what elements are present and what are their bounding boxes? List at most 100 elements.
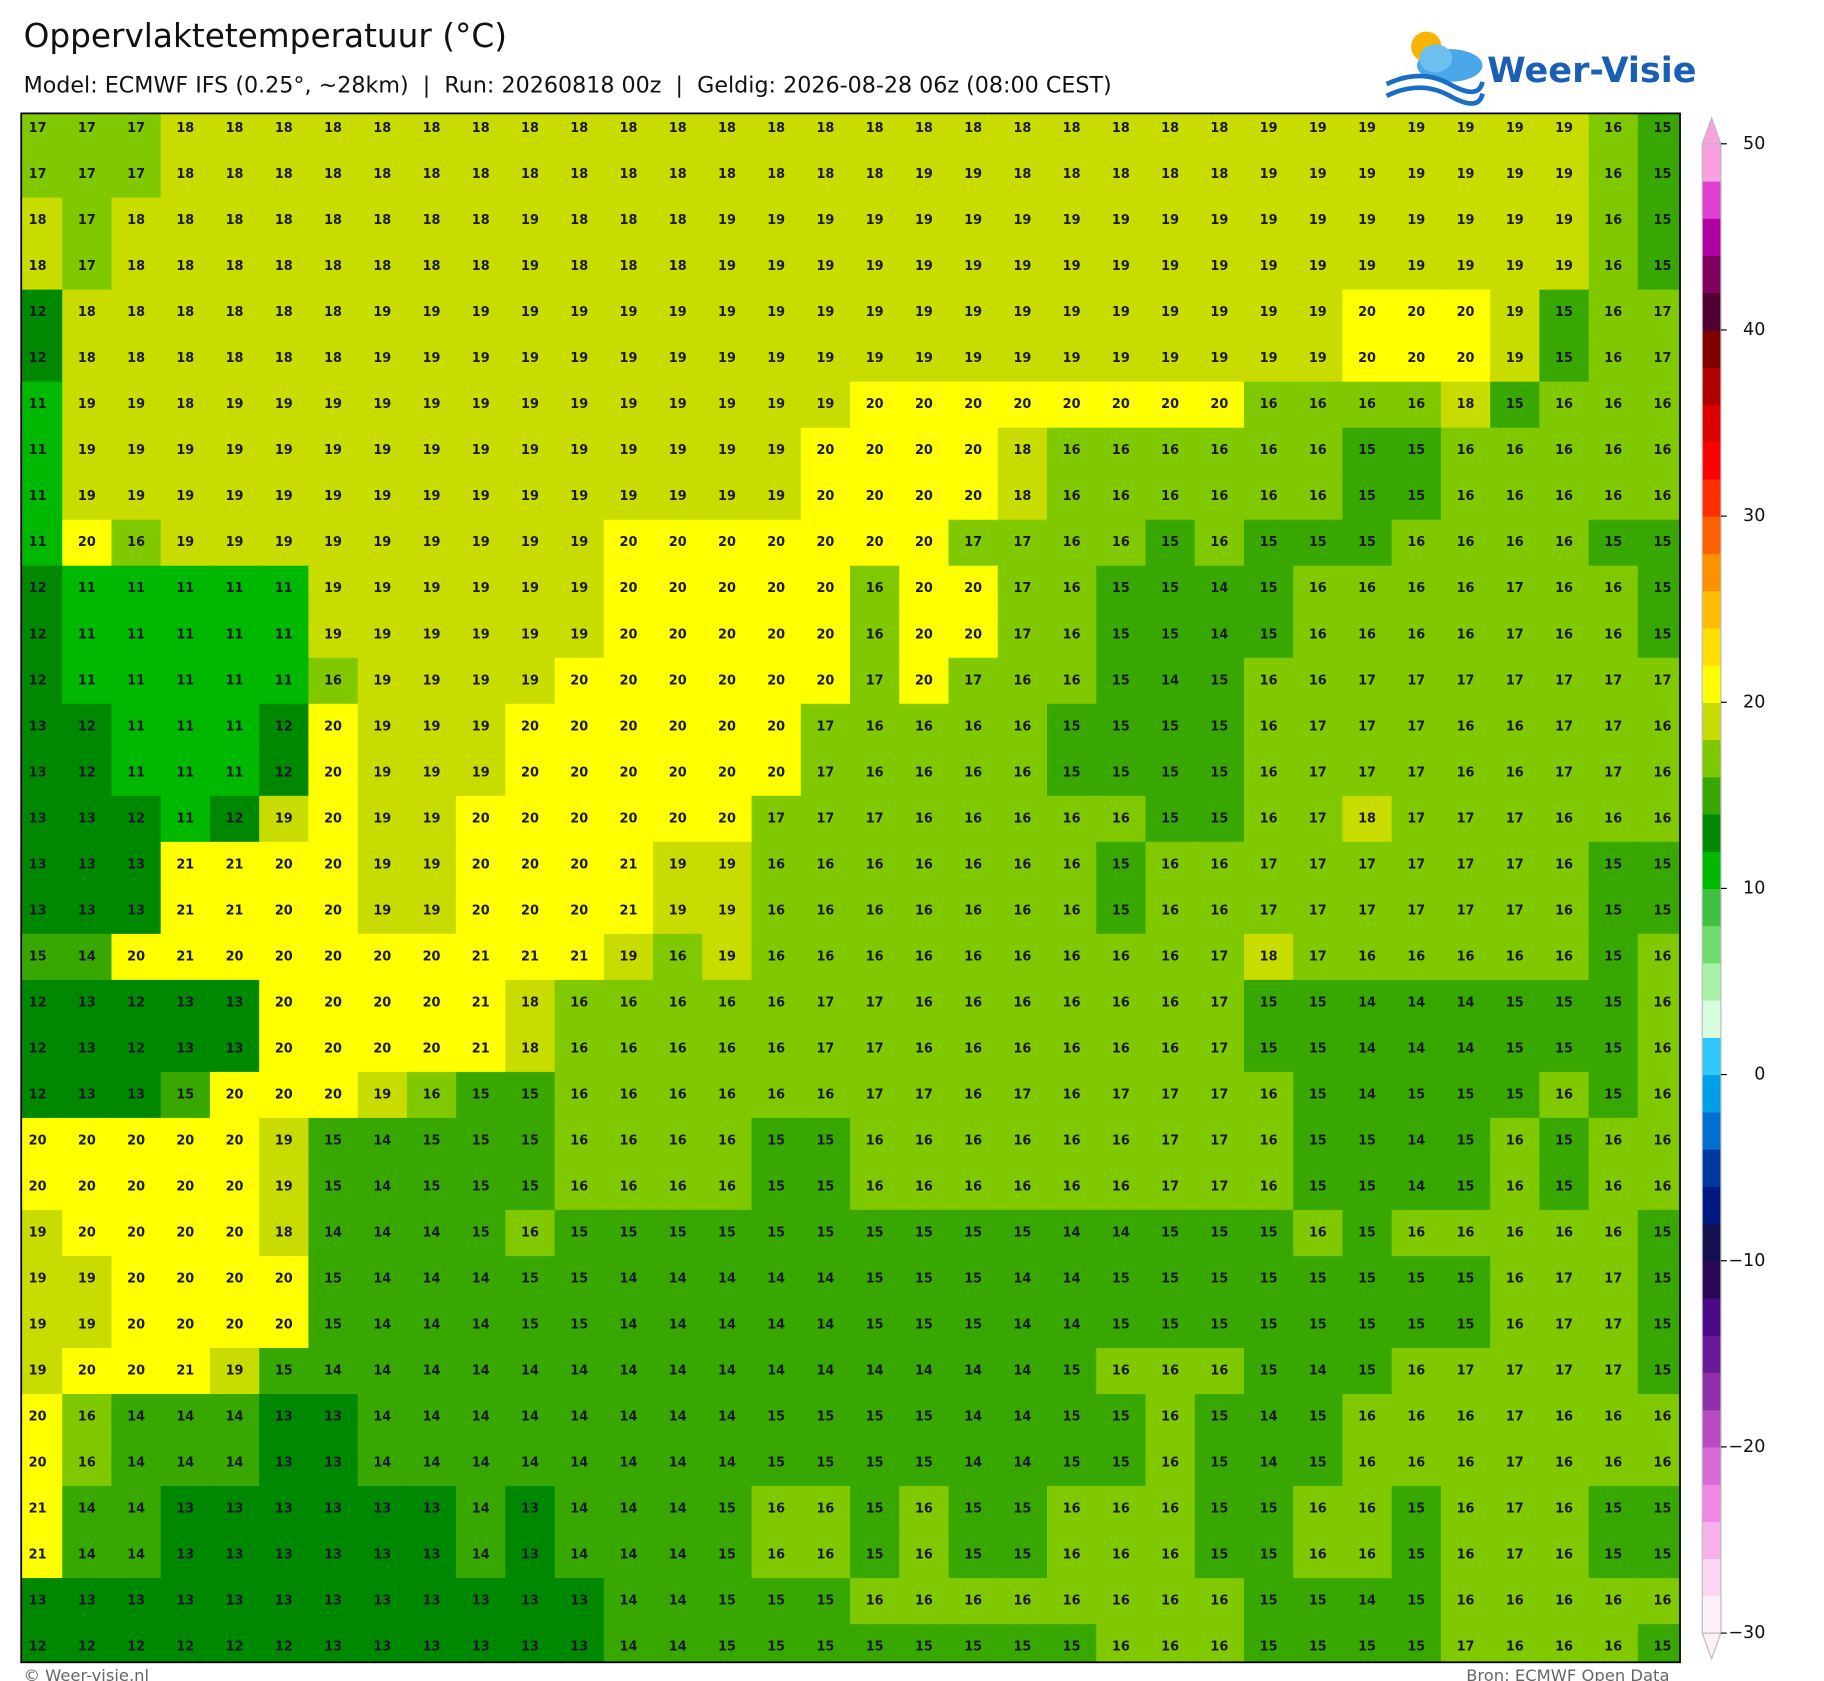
temperature-cell xyxy=(111,611,162,659)
temperature-label: 18 xyxy=(1063,167,1081,182)
temperature-label: 14 xyxy=(816,1271,834,1286)
temperature-label: 16 xyxy=(1358,627,1376,642)
temperature-label: 15 xyxy=(964,1502,982,1517)
temperature-label: 18 xyxy=(1013,167,1031,182)
temperature-label: 13 xyxy=(127,1087,145,1102)
temperature-label: 14 xyxy=(78,1548,96,1563)
temperature-label: 16 xyxy=(816,857,834,872)
temperature-label: 13 xyxy=(373,1640,391,1655)
temperature-cell xyxy=(751,1209,802,1257)
temperature-cell xyxy=(899,1532,950,1579)
temperature-cell xyxy=(603,427,654,475)
temperature-label: 15 xyxy=(1457,1133,1475,1148)
temperature-label: 18 xyxy=(816,167,834,182)
temperature-label: 16 xyxy=(1013,995,1031,1010)
temperature-label: 15 xyxy=(866,1548,884,1563)
temperature-cell xyxy=(209,427,260,475)
temperature-label: 16 xyxy=(1555,397,1573,412)
temperature-label: 15 xyxy=(1112,903,1130,918)
temperature-label: 15 xyxy=(1112,1410,1130,1425)
temperature-label: 14 xyxy=(620,1456,638,1471)
temperature-cell xyxy=(406,1071,457,1119)
temperature-label: 18 xyxy=(570,259,588,274)
temperature-cell xyxy=(1490,1071,1541,1119)
colorbar-tick-label: 50 xyxy=(1743,134,1765,154)
temperature-label: 16 xyxy=(1309,627,1327,642)
temperature-label: 12 xyxy=(275,765,293,780)
temperature-cell xyxy=(603,887,654,935)
temperature-cell xyxy=(1440,381,1491,429)
temperature-cell xyxy=(1490,1025,1541,1073)
temperature-cell xyxy=(702,1347,753,1395)
temperature-cell xyxy=(1588,197,1639,245)
temperature-label: 15 xyxy=(1161,719,1179,734)
temperature-cell xyxy=(800,979,851,1027)
temperature-label: 16 xyxy=(1457,719,1475,734)
temperature-label: 16 xyxy=(1506,443,1524,458)
temperature-cell xyxy=(1096,565,1147,613)
temperature-cell xyxy=(505,703,556,751)
temperature-cell xyxy=(702,151,753,199)
temperature-cell xyxy=(160,151,211,199)
temperature-cell xyxy=(1096,795,1147,843)
temperature-label: 15 xyxy=(1112,857,1130,872)
temperature-label: 19 xyxy=(1309,121,1327,136)
temperature-cell xyxy=(1490,243,1541,291)
temperature-cell xyxy=(1539,197,1590,245)
temperature-label: 15 xyxy=(275,1364,293,1379)
temperature-label: 17 xyxy=(1654,351,1672,366)
temperature-cell xyxy=(209,703,260,751)
temperature-cell xyxy=(1637,113,1681,153)
temperature-label: 17 xyxy=(127,121,145,136)
temperature-cell xyxy=(1145,1532,1196,1579)
temperature-cell xyxy=(62,1440,113,1487)
temperature-label: 20 xyxy=(718,765,736,780)
subtitle: Model: ECMWF IFS (0.25°, ~28km) | Run: 2… xyxy=(24,72,1112,98)
temperature-cell xyxy=(62,113,113,153)
temperature-label: 19 xyxy=(1112,351,1130,366)
temperature-label: 19 xyxy=(373,857,391,872)
temperature-label: 15 xyxy=(1407,443,1425,458)
temperature-cell xyxy=(1490,1486,1541,1533)
temperature-cell xyxy=(357,795,408,843)
temperature-cell xyxy=(751,151,802,199)
temperature-label: 12 xyxy=(127,1041,145,1056)
temperature-label: 16 xyxy=(1457,489,1475,504)
temperature-cell xyxy=(1047,335,1097,383)
temperature-cell xyxy=(1342,749,1393,797)
temperature-cell xyxy=(1047,565,1097,613)
temperature-label: 15 xyxy=(1210,1225,1228,1240)
temperature-label: 17 xyxy=(816,1041,834,1056)
temperature-cell xyxy=(357,611,408,659)
temperature-label: 11 xyxy=(275,581,293,596)
temperature-label: 19 xyxy=(29,1271,47,1286)
temperature-cell xyxy=(948,1532,999,1579)
temperature-cell xyxy=(702,1255,753,1303)
temperature-cell xyxy=(1490,113,1541,153)
temperature-cell xyxy=(1145,1117,1196,1165)
temperature-label: 19 xyxy=(964,259,982,274)
temperature-cell xyxy=(603,151,654,199)
temperature-cell xyxy=(850,1255,900,1303)
temperature-cell xyxy=(1440,887,1491,935)
temperature-label: 17 xyxy=(816,719,834,734)
temperature-cell xyxy=(505,933,556,981)
temperature-cell xyxy=(1440,289,1491,337)
temperature-cell xyxy=(21,427,63,475)
temperature-cell xyxy=(653,749,704,797)
temperature-label: 19 xyxy=(866,213,884,228)
temperature-cell xyxy=(1539,795,1590,843)
temperature-cell xyxy=(1440,1394,1491,1441)
temperature-cell xyxy=(1391,197,1442,245)
temperature-cell xyxy=(554,335,605,383)
temperature-cell xyxy=(1145,1255,1196,1303)
temperature-cell xyxy=(111,151,162,199)
temperature-label: 15 xyxy=(1013,1225,1031,1240)
temperature-label: 12 xyxy=(127,811,145,826)
temperature-cell xyxy=(702,1624,753,1663)
temperature-cell xyxy=(209,1486,260,1533)
temperature-label: 19 xyxy=(127,397,145,412)
temperature-label: 19 xyxy=(521,627,539,642)
temperature-label: 19 xyxy=(1309,351,1327,366)
temperature-label: 19 xyxy=(1260,121,1278,136)
